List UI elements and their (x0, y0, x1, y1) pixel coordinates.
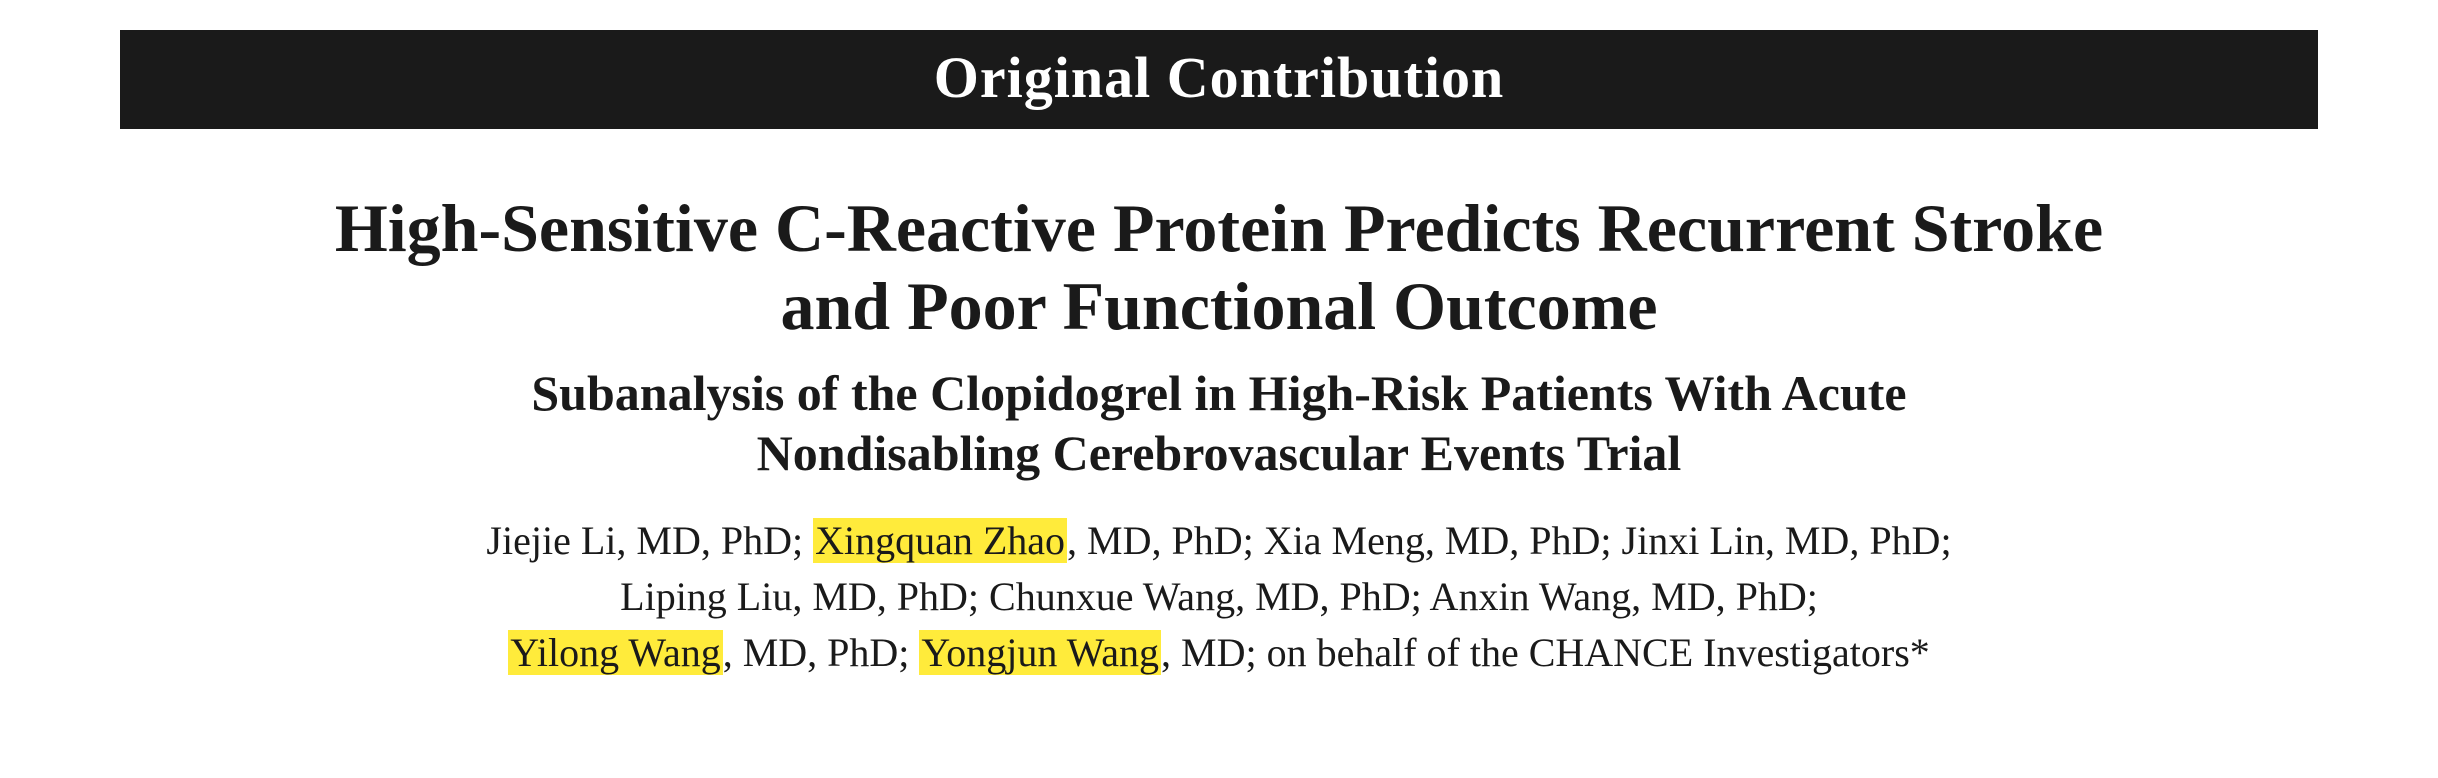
author-text: , MD, PhD; Xia Meng, MD, PhD; Jinxi Lin,… (1067, 518, 1952, 563)
page-container: Original Contribution High-Sensitive C-R… (0, 0, 2438, 721)
title-line-2: and Poor Functional Outcome (780, 268, 1657, 344)
author-list: Jiejie Li, MD, PhD; Xingquan Zhao, MD, P… (120, 513, 2318, 681)
article-subtitle: Subanalysis of the Clopidogrel in High-R… (120, 363, 2318, 483)
author-text: Jiejie Li, MD, PhD; (486, 518, 813, 563)
subtitle-line-1: Subanalysis of the Clopidogrel in High-R… (531, 365, 1906, 421)
author-highlight-zhao: Xingquan Zhao (813, 518, 1067, 563)
section-banner: Original Contribution (120, 30, 2318, 129)
author-text: , MD; on behalf of the CHANCE Investigat… (1161, 630, 1930, 675)
subtitle-line-2: Nondisabling Cerebrovascular Events Tria… (757, 425, 1682, 481)
title-line-1: High-Sensitive C-Reactive Protein Predic… (335, 190, 2103, 266)
article-title: High-Sensitive C-Reactive Protein Predic… (120, 189, 2318, 345)
author-text: , MD, PhD; (723, 630, 920, 675)
author-highlight-yilong-wang: Yilong Wang (508, 630, 723, 675)
author-text: Liping Liu, MD, PhD; Chunxue Wang, MD, P… (620, 574, 1818, 619)
author-highlight-yongjun-wang: Yongjun Wang (919, 630, 1161, 675)
